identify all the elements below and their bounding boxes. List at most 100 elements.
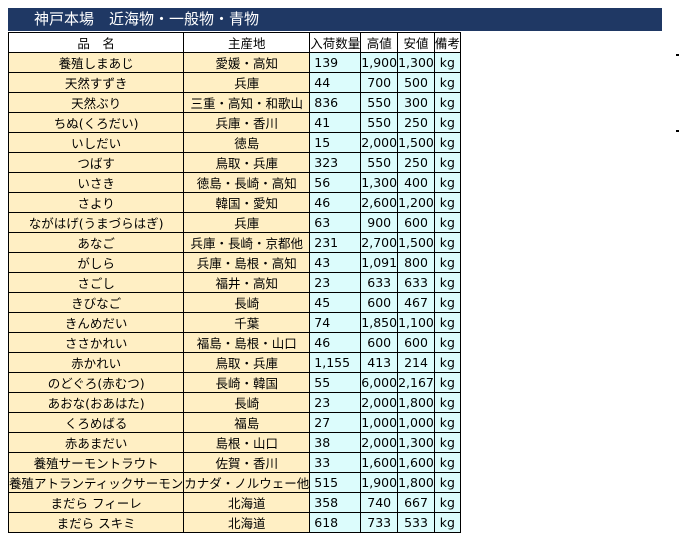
- cell-origin: 徳島: [183, 132, 311, 153]
- cell-origin: 島根・山口: [183, 432, 311, 453]
- cell-fish-name: きびなご: [7, 292, 185, 313]
- cell-quantity: 55: [309, 372, 362, 393]
- cell-remarks: kg: [433, 252, 461, 273]
- table-row: がしら 兵庫・島根・高知 43 1,091 800 kg: [7, 252, 461, 273]
- cell-fish-name: 養殖アトランティックサーモン: [7, 472, 185, 493]
- cell-remarks: kg: [433, 52, 461, 73]
- table-row: 養殖サーモントラウト 佐賀・香川 33 1,600 1,600 kg: [7, 452, 461, 473]
- table-row: あなご 兵庫・長崎・京都他 231 2,700 1,500 kg: [7, 232, 461, 253]
- cell-remarks: kg: [433, 132, 461, 153]
- table-row: のどぐろ(赤むつ) 長崎・韓国 55 6,000 2,167 kg: [7, 372, 461, 393]
- cell-origin: 兵庫: [183, 212, 311, 233]
- table-row: いさき 徳島・長崎・高知 56 1,300 400 kg: [7, 172, 461, 193]
- cell-fish-name: あなご: [7, 232, 185, 253]
- header-low-price: 安値: [397, 32, 435, 53]
- cell-low-price: 1,300: [397, 432, 435, 453]
- cell-origin: 韓国・愛知: [183, 192, 311, 213]
- cell-high-price: 2,000: [360, 132, 399, 153]
- table-row: ちぬ(くろだい) 兵庫・香川 41 550 250 kg: [7, 112, 461, 133]
- cell-high-price: 6,000: [360, 372, 399, 393]
- cell-high-price: 1,850: [360, 312, 399, 333]
- cell-fish-name: まだら フィーレ: [7, 492, 185, 513]
- cell-high-price: 550: [360, 92, 399, 113]
- cell-remarks: kg: [433, 492, 461, 513]
- cell-origin: 鳥取・兵庫: [183, 152, 311, 173]
- cell-high-price: 1,000: [360, 412, 399, 433]
- cell-quantity: 44: [309, 72, 362, 93]
- cell-origin: カナダ・ノルウェー他: [183, 472, 311, 493]
- cell-origin: 兵庫・香川: [183, 112, 311, 133]
- cell-quantity: 33: [309, 452, 362, 473]
- cell-quantity: 618: [309, 512, 362, 533]
- cell-origin: 兵庫: [183, 72, 311, 93]
- cell-quantity: 836: [309, 92, 362, 113]
- table-row: まだら スキミ 北海道 618 733 533 kg: [7, 512, 461, 533]
- cell-origin: 北海道: [183, 492, 311, 513]
- cell-fish-name: まだら スキミ: [7, 512, 185, 533]
- cell-origin: 鳥取・兵庫: [183, 352, 311, 373]
- cell-origin: 愛媛・高知: [183, 52, 311, 73]
- cell-low-price: 1,500: [397, 232, 435, 253]
- cell-remarks: kg: [433, 152, 461, 173]
- table-row: いしだい 徳島 15 2,000 1,500 kg: [7, 132, 461, 153]
- cell-remarks: kg: [433, 332, 461, 353]
- cell-low-price: 1,000: [397, 412, 435, 433]
- header-row: 品 名 主産地 入荷数量 高値 安値 備考: [7, 32, 461, 53]
- table-row: 天然ぶり 三重・高知・和歌山 836 550 300 kg: [7, 92, 461, 113]
- cell-fish-name: くろめばる: [7, 412, 185, 433]
- table-row: きんめだい 千葉 74 1,850 1,100 kg: [7, 312, 461, 333]
- cell-remarks: kg: [433, 112, 461, 133]
- cell-high-price: 550: [360, 112, 399, 133]
- cell-origin: 福島・島根・山口: [183, 332, 311, 353]
- table-row: あおな(おあはた) 長崎 23 2,000 1,800 kg: [7, 392, 461, 413]
- cell-origin: 三重・高知・和歌山: [183, 92, 311, 113]
- table-row: まだら フィーレ 北海道 358 740 667 kg: [7, 492, 461, 513]
- cell-fish-name: さごし: [7, 272, 185, 293]
- cell-quantity: 45: [309, 292, 362, 313]
- cell-high-price: 1,600: [360, 452, 399, 473]
- cell-high-price: 1,900: [360, 52, 399, 73]
- cell-quantity: 43: [309, 252, 362, 273]
- cell-low-price: 1,800: [397, 392, 435, 413]
- cell-low-price: 1,200: [397, 192, 435, 213]
- cell-fish-name: つばす: [7, 152, 185, 173]
- table-row: くろめばる 福島 27 1,000 1,000 kg: [7, 412, 461, 433]
- cell-origin: 長崎・韓国: [183, 372, 311, 393]
- cell-high-price: 633: [360, 272, 399, 293]
- table-row: 天然すずき 兵庫 44 700 500 kg: [7, 72, 461, 93]
- edge-mark: [676, 54, 679, 56]
- cell-remarks: kg: [433, 192, 461, 213]
- cell-high-price: 900: [360, 212, 399, 233]
- cell-fish-name: のどぐろ(赤むつ): [7, 372, 185, 393]
- cell-quantity: 515: [309, 472, 362, 493]
- cell-remarks: kg: [433, 352, 461, 373]
- table-row: きびなご 長崎 45 600 467 kg: [7, 292, 461, 313]
- cell-remarks: kg: [433, 92, 461, 113]
- cell-high-price: 2,000: [360, 392, 399, 413]
- cell-high-price: 733: [360, 512, 399, 533]
- cell-high-price: 550: [360, 152, 399, 173]
- cell-origin: 福井・高知: [183, 272, 311, 293]
- cell-fish-name: いさき: [7, 172, 185, 193]
- cell-remarks: kg: [433, 472, 461, 493]
- cell-low-price: 633: [397, 272, 435, 293]
- cell-quantity: 323: [309, 152, 362, 173]
- cell-quantity: 27: [309, 412, 362, 433]
- cell-low-price: 800: [397, 252, 435, 273]
- table-row: 養殖しまあじ 愛媛・高知 139 1,900 1,300 kg: [7, 52, 461, 73]
- cell-quantity: 1,155: [309, 352, 362, 373]
- cell-fish-name: 養殖しまあじ: [7, 52, 185, 73]
- table-row: 養殖アトランティックサーモン カナダ・ノルウェー他 515 1,900 1,800 kg: [7, 472, 461, 493]
- cell-low-price: 500: [397, 72, 435, 93]
- cell-high-price: 2,600: [360, 192, 399, 213]
- cell-fish-name: 赤あまだい: [7, 432, 185, 453]
- cell-high-price: 600: [360, 332, 399, 353]
- header-quantity: 入荷数量: [309, 32, 362, 53]
- sheet-title: 神戸本場 近海物・一般物・青物: [8, 8, 662, 31]
- cell-quantity: 139: [309, 52, 362, 73]
- cell-high-price: 600: [360, 292, 399, 313]
- cell-low-price: 1,800: [397, 472, 435, 493]
- cell-fish-name: 赤かれい: [7, 352, 185, 373]
- header-name: 品 名: [7, 32, 185, 53]
- cell-quantity: 231: [309, 232, 362, 253]
